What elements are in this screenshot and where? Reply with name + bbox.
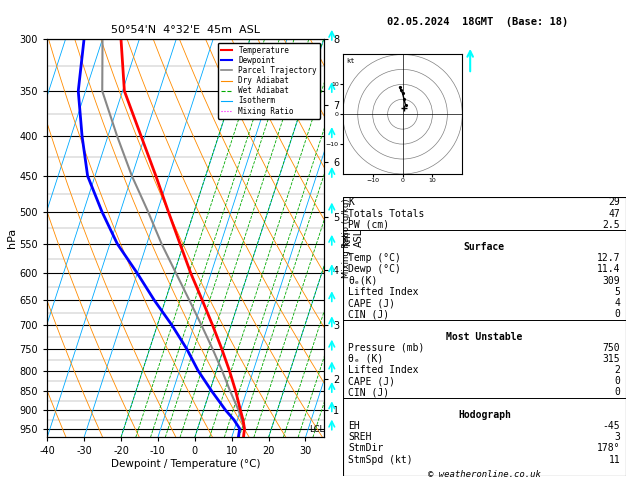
Text: 4: 4: [615, 298, 620, 308]
Text: Lifted Index: Lifted Index: [348, 287, 419, 297]
Text: SREH: SREH: [348, 432, 372, 442]
Text: 29: 29: [608, 197, 620, 208]
Text: © weatheronline.co.uk: © weatheronline.co.uk: [428, 469, 541, 479]
Text: 0: 0: [615, 376, 620, 386]
Text: CAPE (J): CAPE (J): [348, 298, 396, 308]
Text: LCL: LCL: [309, 425, 324, 434]
Text: EH: EH: [348, 421, 360, 431]
Title: 50°54'N  4°32'E  45m  ASL: 50°54'N 4°32'E 45m ASL: [111, 25, 260, 35]
Text: 750: 750: [603, 343, 620, 353]
Text: -45: -45: [603, 421, 620, 431]
Y-axis label: km
ASL: km ASL: [342, 229, 364, 247]
Text: 12.7: 12.7: [597, 253, 620, 263]
Text: 11.4: 11.4: [597, 264, 620, 275]
Text: 47: 47: [608, 208, 620, 219]
Text: K: K: [348, 197, 354, 208]
Y-axis label: hPa: hPa: [7, 228, 17, 248]
Text: 2: 2: [615, 365, 620, 375]
Text: Totals Totals: Totals Totals: [348, 208, 425, 219]
Text: 0: 0: [615, 309, 620, 319]
Text: CIN (J): CIN (J): [348, 387, 389, 398]
Text: StmSpd (kt): StmSpd (kt): [348, 454, 413, 465]
Text: 02.05.2024  18GMT  (Base: 18): 02.05.2024 18GMT (Base: 18): [387, 17, 569, 27]
Text: θₑ (K): θₑ (K): [348, 354, 384, 364]
Text: 3: 3: [615, 432, 620, 442]
Text: Mixing Ratio (g/kg): Mixing Ratio (g/kg): [342, 198, 350, 278]
Text: Dewp (°C): Dewp (°C): [348, 264, 401, 275]
Text: Most Unstable: Most Unstable: [446, 331, 523, 342]
Text: Lifted Index: Lifted Index: [348, 365, 419, 375]
Text: 309: 309: [603, 276, 620, 286]
Text: CIN (J): CIN (J): [348, 309, 389, 319]
Text: 178°: 178°: [597, 443, 620, 453]
Text: θₑ(K): θₑ(K): [348, 276, 378, 286]
Text: 2.5: 2.5: [603, 220, 620, 230]
X-axis label: Dewpoint / Temperature (°C): Dewpoint / Temperature (°C): [111, 459, 260, 469]
Text: Hodograph: Hodograph: [458, 410, 511, 420]
Text: Pressure (mb): Pressure (mb): [348, 343, 425, 353]
Text: 315: 315: [603, 354, 620, 364]
Text: CAPE (J): CAPE (J): [348, 376, 396, 386]
Legend: Temperature, Dewpoint, Parcel Trajectory, Dry Adiabat, Wet Adiabat, Isotherm, Mi: Temperature, Dewpoint, Parcel Trajectory…: [218, 43, 320, 119]
Text: 11: 11: [608, 454, 620, 465]
Text: 5: 5: [615, 287, 620, 297]
Text: 0: 0: [615, 387, 620, 398]
Text: PW (cm): PW (cm): [348, 220, 389, 230]
Text: Temp (°C): Temp (°C): [348, 253, 401, 263]
Text: kt: kt: [346, 58, 354, 65]
Text: Surface: Surface: [464, 242, 505, 252]
Text: StmDir: StmDir: [348, 443, 384, 453]
